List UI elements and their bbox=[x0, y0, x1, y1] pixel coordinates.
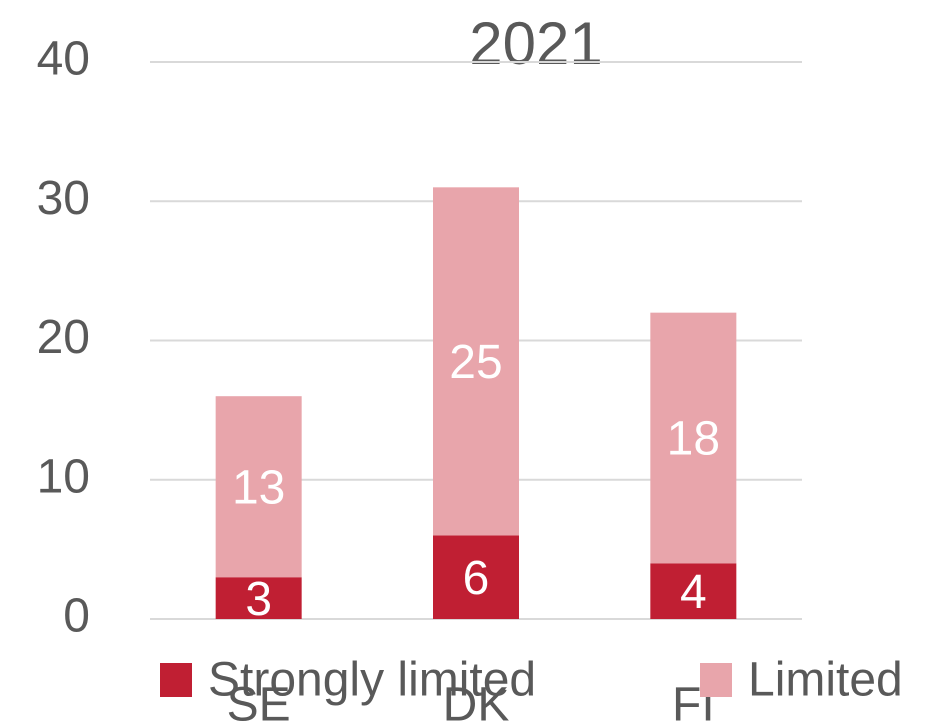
bar-segment bbox=[650, 563, 737, 619]
bar-segment bbox=[650, 312, 737, 564]
bar-segment bbox=[215, 577, 302, 619]
y-tick-label: 40 bbox=[37, 33, 90, 86]
data-label: 18 bbox=[667, 413, 720, 466]
y-tick-label: 30 bbox=[37, 172, 90, 225]
x-tick-label: DK bbox=[443, 679, 510, 728]
legend-label: Limited bbox=[748, 654, 903, 707]
data-label: 6 bbox=[463, 552, 490, 605]
bar-segment bbox=[433, 187, 519, 536]
bar-segment bbox=[215, 396, 302, 578]
y-tick-label: 0 bbox=[63, 590, 90, 643]
y-tick-label: 10 bbox=[37, 450, 90, 503]
data-label: 3 bbox=[245, 573, 272, 626]
data-label: 4 bbox=[680, 566, 707, 619]
x-tick-label: SE bbox=[227, 679, 291, 728]
chart-title: 2021 bbox=[469, 10, 602, 77]
y-tick-label: 20 bbox=[37, 311, 90, 364]
data-label: 13 bbox=[232, 461, 285, 514]
data-label: 25 bbox=[449, 336, 502, 389]
legend-swatch bbox=[700, 663, 732, 697]
legend-label: Strongly limited bbox=[208, 654, 536, 707]
bar-segment bbox=[433, 535, 519, 619]
legend-swatch bbox=[160, 663, 192, 697]
